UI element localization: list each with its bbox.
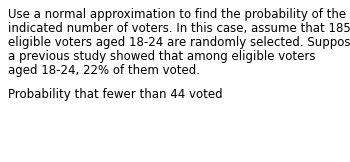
Text: aged 18-24, 22% of them voted.: aged 18-24, 22% of them voted. bbox=[8, 64, 200, 77]
Text: Probability that fewer than 44 voted: Probability that fewer than 44 voted bbox=[8, 88, 223, 101]
Text: a previous study showed that among eligible voters: a previous study showed that among eligi… bbox=[8, 50, 315, 63]
Text: indicated number of voters. In this case, assume that 185: indicated number of voters. In this case… bbox=[8, 22, 350, 35]
Text: eligible voters aged 18-24 are randomly selected. Suppose: eligible voters aged 18-24 are randomly … bbox=[8, 36, 350, 49]
Text: Use a normal approximation to find the probability of the: Use a normal approximation to find the p… bbox=[8, 8, 346, 21]
